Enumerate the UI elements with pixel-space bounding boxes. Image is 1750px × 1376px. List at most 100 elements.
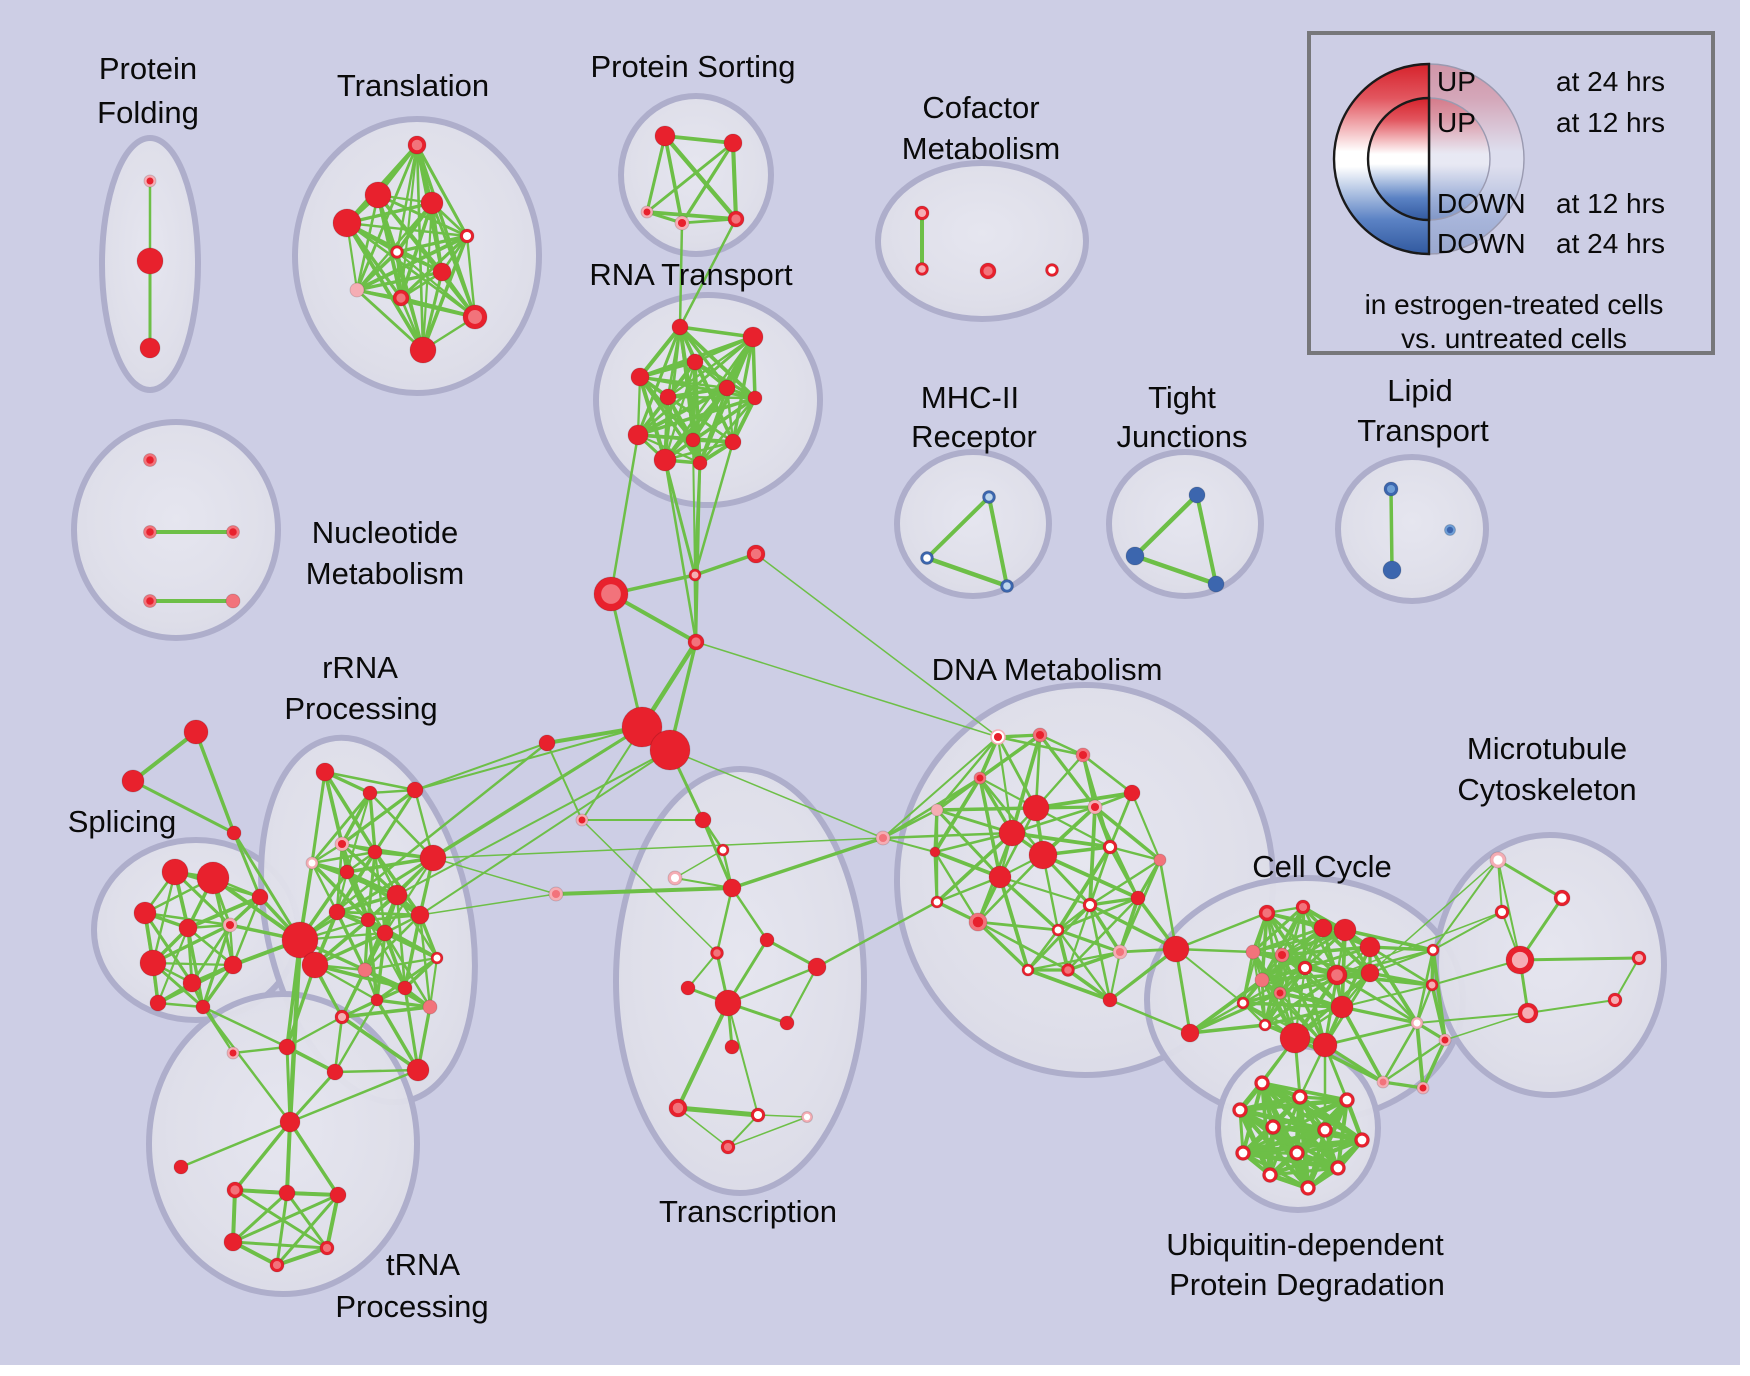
node-inner-core bbox=[670, 873, 680, 883]
network-edge bbox=[678, 217, 738, 329]
network-edge bbox=[231, 1191, 289, 1244]
node-outer-ring bbox=[759, 932, 775, 948]
network-edge bbox=[1368, 971, 1434, 987]
network-edge bbox=[355, 234, 469, 292]
network-edge bbox=[1132, 553, 1219, 587]
node-outer-ring bbox=[226, 825, 242, 841]
node-cell-cycle-0 bbox=[1180, 1023, 1200, 1043]
node-inner-core bbox=[229, 528, 237, 536]
node-inner-core bbox=[1265, 1170, 1275, 1180]
node-ubiquitin-7 bbox=[1235, 1145, 1251, 1161]
node-transcription-13 bbox=[801, 1111, 813, 1123]
network-edge bbox=[1368, 945, 1434, 987]
node-protein-sorting-4 bbox=[674, 215, 690, 231]
node-protein-folding-2 bbox=[139, 337, 161, 359]
node-inner-core bbox=[1090, 802, 1100, 812]
node-rna-transport-9 bbox=[724, 433, 742, 451]
network-edge bbox=[1088, 903, 1178, 951]
network-edge bbox=[1066, 968, 1112, 1002]
node-trna-2 bbox=[226, 1181, 244, 1199]
node-ubiquitin-9 bbox=[1330, 1160, 1346, 1176]
node-inner-core bbox=[723, 1142, 733, 1152]
cluster-label: Tight bbox=[1148, 380, 1216, 415]
network-edge bbox=[201, 1005, 289, 1049]
network-edge bbox=[882, 837, 936, 853]
node-inner-core bbox=[1235, 1105, 1245, 1115]
network-edge bbox=[1416, 1012, 1529, 1024]
node-outer-ring bbox=[133, 901, 157, 925]
node-transcription-0 bbox=[694, 811, 712, 829]
node-outer-ring bbox=[183, 719, 209, 745]
network-edge bbox=[335, 910, 367, 972]
node-inner-core bbox=[146, 456, 154, 464]
network-edge bbox=[395, 250, 477, 319]
node-dna-20 bbox=[1021, 963, 1035, 977]
node-splicing-2 bbox=[133, 901, 157, 925]
node-rrna-15 bbox=[334, 1009, 350, 1025]
node-outer-ring bbox=[1359, 936, 1381, 958]
node-inner-core bbox=[1277, 950, 1287, 960]
node-microtubule-4 bbox=[1517, 1002, 1539, 1024]
node-dna-13 bbox=[988, 865, 1012, 889]
node-cell-cycle-6 bbox=[1245, 944, 1261, 960]
node-inner-core bbox=[1413, 1019, 1421, 1027]
network-edge bbox=[1093, 805, 1162, 862]
node-splicing-3 bbox=[178, 918, 198, 938]
node-cell-cycle-13 bbox=[1236, 996, 1250, 1010]
node-translation-10 bbox=[409, 336, 437, 364]
node-protein-sorting-0 bbox=[654, 125, 676, 147]
cluster-label: Transcription bbox=[659, 1194, 837, 1229]
network-edge bbox=[345, 221, 469, 238]
node-outer-ring bbox=[724, 433, 742, 451]
network-edge bbox=[1026, 968, 1112, 1002]
node-connectors-3 bbox=[687, 633, 705, 651]
node-rna-transport-6 bbox=[747, 390, 763, 406]
network-edge bbox=[933, 850, 980, 924]
network-edge bbox=[1432, 911, 1503, 951]
network-edge bbox=[1158, 858, 1178, 951]
node-outer-ring bbox=[196, 861, 230, 895]
network-edge bbox=[695, 641, 999, 738]
node-rrna-8 bbox=[386, 884, 408, 906]
node-inner-core bbox=[803, 1113, 811, 1121]
node-translation-2 bbox=[420, 191, 444, 215]
node-outer-ring bbox=[279, 1111, 301, 1133]
node-inner-core bbox=[1493, 855, 1503, 865]
network-edge bbox=[924, 555, 1010, 589]
node-transcription-12 bbox=[750, 1107, 766, 1123]
network-edge bbox=[1527, 999, 1616, 1014]
node-ubiquitin-0 bbox=[1254, 1075, 1270, 1091]
network-edge bbox=[366, 850, 377, 922]
cluster-label: Cell Cycle bbox=[1252, 849, 1392, 884]
node-rna-transport-5 bbox=[659, 388, 677, 406]
node-inner-core bbox=[146, 528, 154, 536]
node-inner-core bbox=[462, 231, 472, 241]
network-edge bbox=[1260, 928, 1347, 982]
node-microtubule-5 bbox=[1607, 992, 1623, 1008]
node-transcription-10 bbox=[724, 1039, 740, 1055]
network-edge bbox=[186, 926, 235, 967]
network-edge bbox=[1108, 998, 1192, 1035]
node-connectors-8 bbox=[548, 886, 564, 902]
network-edge bbox=[715, 886, 734, 955]
network-edge bbox=[1088, 896, 1140, 907]
node-outer-ring bbox=[1125, 546, 1145, 566]
network-edge bbox=[1241, 1001, 1344, 1009]
network-edge bbox=[1268, 1166, 1340, 1177]
node-translation-9 bbox=[462, 304, 488, 330]
node-splicing-7 bbox=[149, 994, 167, 1012]
node-inner-core bbox=[1342, 1095, 1352, 1105]
node-rrna-6 bbox=[367, 844, 383, 860]
node-outer-ring bbox=[397, 980, 413, 996]
node-rrna-16 bbox=[370, 993, 384, 1007]
network-edge bbox=[285, 963, 317, 1049]
network-edge bbox=[1323, 1021, 1419, 1047]
node-outer-ring bbox=[349, 282, 365, 298]
network-edge bbox=[1088, 903, 1112, 1002]
network-edge bbox=[987, 495, 1009, 588]
node-inner-core bbox=[672, 1102, 684, 1114]
network-edge bbox=[674, 849, 724, 879]
node-cell-cycle-19 bbox=[1425, 978, 1439, 992]
node-inner-core bbox=[1331, 969, 1343, 981]
